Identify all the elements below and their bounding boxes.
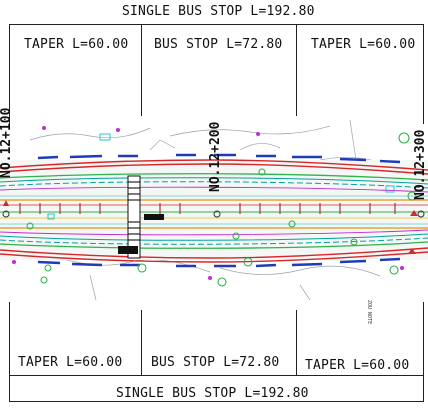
top-bus-stop-label: BUS STOP L=72.80 [154, 37, 283, 52]
tree-symbols [26, 132, 417, 287]
station-markers [2, 210, 425, 218]
alignment-lines [0, 177, 428, 245]
station-label-12-300: NO.12+300 [413, 129, 428, 200]
top-divider-1 [141, 24, 142, 116]
bottom-divider-2 [296, 310, 297, 376]
top-taper-right-label: TAPER L=60.00 [311, 37, 416, 52]
top-taper-left-label: TAPER L=60.00 [24, 37, 129, 52]
utility-points [12, 126, 404, 280]
bottom-dimension-line [9, 401, 423, 402]
top-overall-dimension: SINGLE BUS STOP L=192.80 [122, 4, 315, 19]
centerlines [0, 199, 428, 229]
bottom-bus-stop-label: BUS STOP L=72.80 [151, 355, 280, 370]
green-lines [0, 173, 428, 249]
cross-section-ticks [19, 203, 396, 214]
top-frame-left [9, 24, 10, 124]
bottom-segment-line [9, 375, 423, 376]
bottom-divider-1 [141, 310, 142, 376]
top-frame-right [423, 24, 424, 124]
top-divider-2 [296, 24, 297, 116]
magenta-lines [0, 186, 428, 236]
bottom-taper-right-label: TAPER L=60.00 [305, 358, 410, 373]
red-markers [3, 200, 418, 254]
road-edge-lines [0, 159, 428, 263]
bottom-frame-left [9, 302, 10, 402]
small-note: ZOU NOTE [366, 300, 372, 325]
station-label-12-100: NO.12+100 [0, 107, 14, 178]
station-label-12-200: NO.12+200 [208, 121, 223, 192]
bottom-frame-right [423, 302, 424, 402]
bottom-taper-left-label: TAPER L=60.00 [18, 355, 123, 370]
bottom-overall-dimension: SINGLE BUS STOP L=192.80 [116, 386, 309, 401]
structure-symbols [47, 133, 395, 220]
station-strip [118, 175, 164, 259]
bus-lane-markings [37, 153, 401, 268]
top-dimension-line [9, 24, 423, 25]
